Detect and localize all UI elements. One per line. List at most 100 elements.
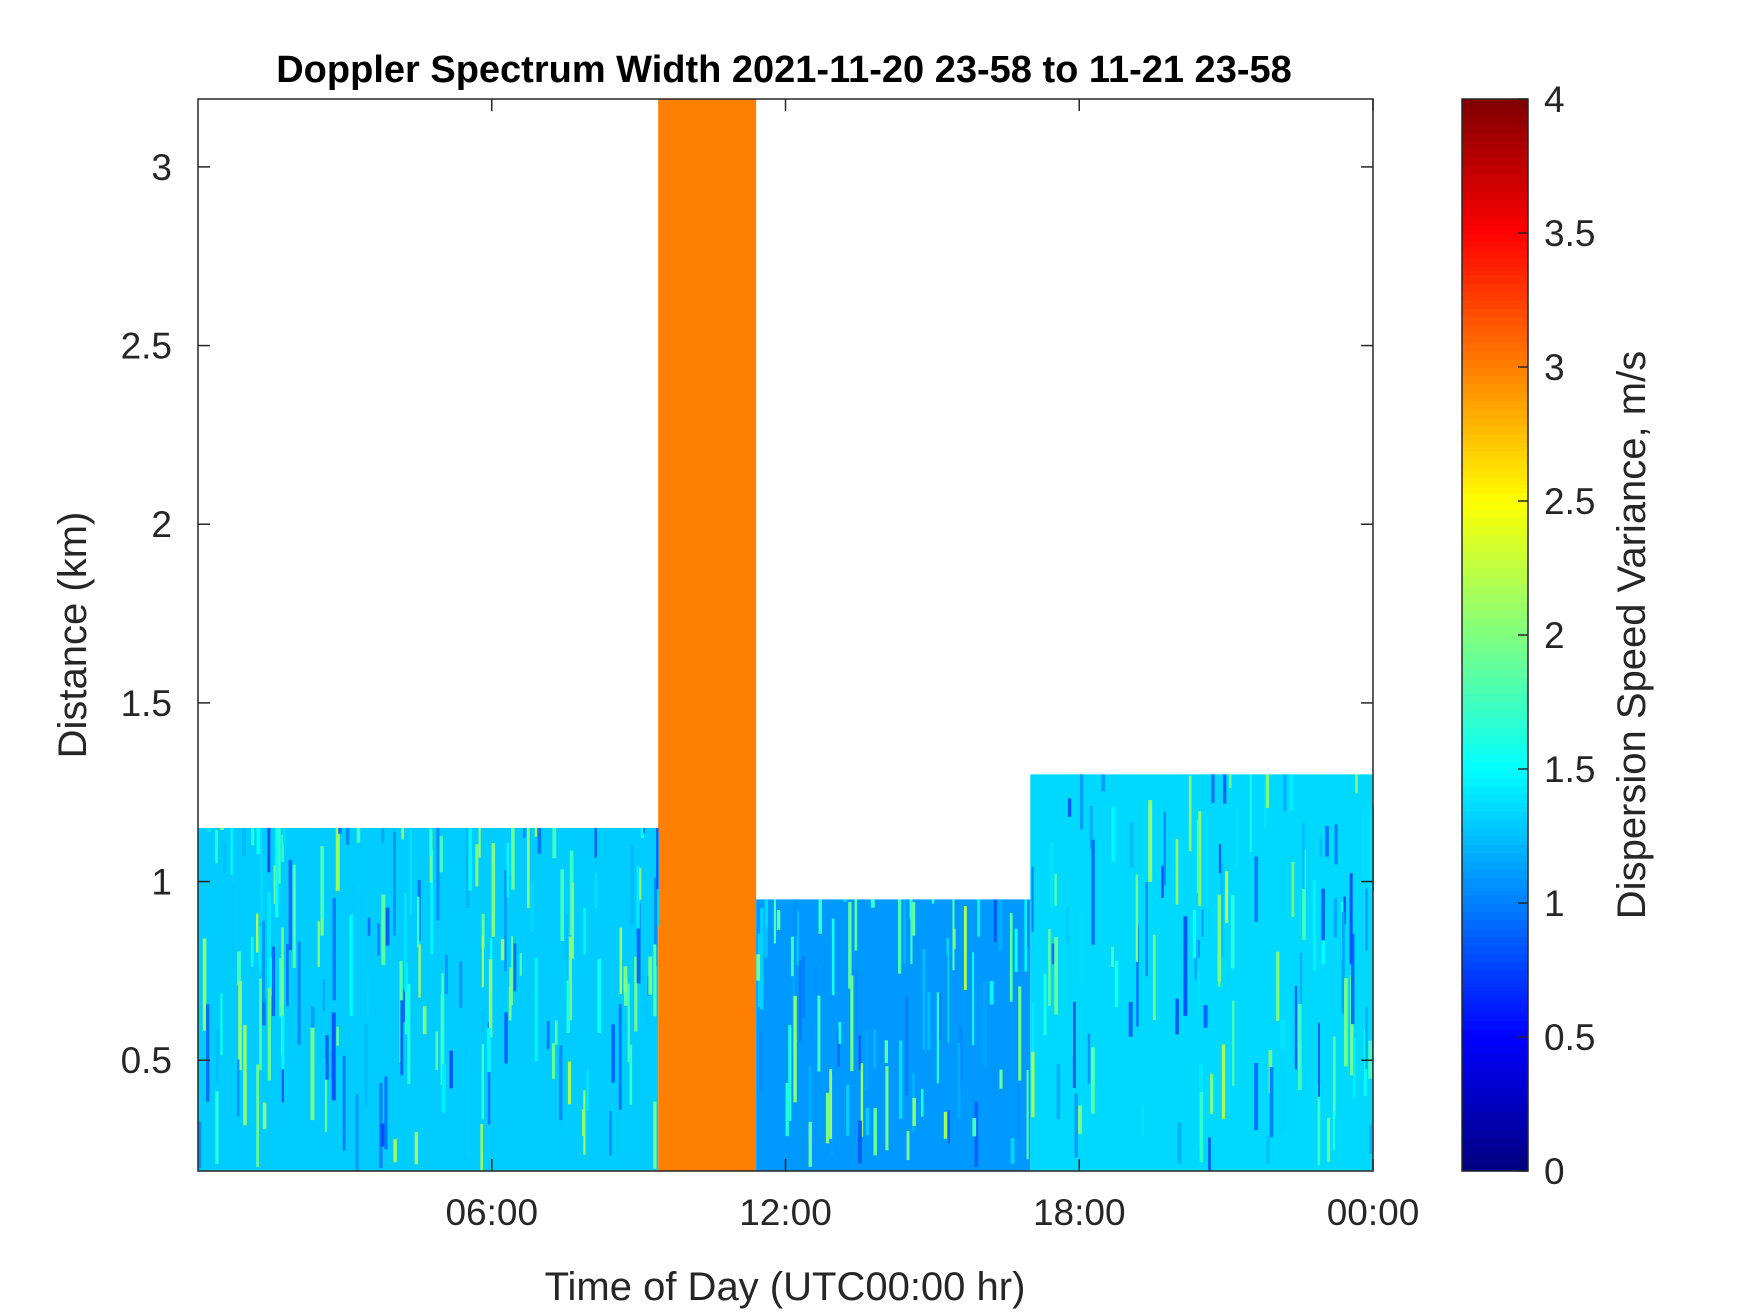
heat-cell bbox=[256, 827, 261, 855]
heat-cell bbox=[653, 1101, 657, 1169]
heat-cell bbox=[537, 827, 542, 854]
colorbar-segment bbox=[1462, 618, 1528, 628]
heat-cell bbox=[409, 829, 412, 915]
colorbar-segment bbox=[1462, 149, 1528, 159]
colorbar-segment bbox=[1462, 375, 1528, 385]
heat-cell bbox=[481, 1009, 485, 1032]
heat-region bbox=[198, 827, 659, 1171]
heat-cell bbox=[1114, 960, 1119, 1008]
heat-cell bbox=[400, 1000, 404, 1076]
heat-cell bbox=[292, 864, 296, 969]
colorbar-segment bbox=[1462, 568, 1528, 577]
heat-cell bbox=[441, 1063, 446, 1113]
heat-cell bbox=[508, 987, 512, 1021]
heat-cell bbox=[1201, 909, 1204, 937]
heat-cell bbox=[558, 1045, 563, 1121]
heat-cell bbox=[414, 1131, 418, 1165]
heat-cell bbox=[857, 1120, 862, 1164]
colorbar-segment bbox=[1462, 1145, 1528, 1155]
x-tick-label: 00:00 bbox=[1327, 1192, 1420, 1233]
heat-cell bbox=[808, 1065, 812, 1138]
heat-cell bbox=[259, 926, 262, 973]
heat-cell bbox=[1317, 1022, 1321, 1098]
heat-cell bbox=[324, 1058, 328, 1132]
heat-cell bbox=[478, 827, 481, 858]
heat-cell bbox=[1332, 1036, 1336, 1116]
colorbar-segment bbox=[1462, 668, 1528, 678]
heat-cell bbox=[393, 831, 396, 936]
heat-cell bbox=[1079, 774, 1084, 830]
colorbar-segment bbox=[1462, 593, 1528, 603]
heat-cell bbox=[931, 899, 935, 904]
colorbar-segment bbox=[1462, 760, 1528, 770]
heat-cell bbox=[491, 842, 496, 937]
colorbar-tick-label: 1 bbox=[1544, 883, 1565, 924]
heat-cell bbox=[860, 1063, 864, 1137]
colorbar-segment bbox=[1462, 534, 1528, 544]
colorbar-segment bbox=[1462, 1137, 1528, 1147]
heat-cell bbox=[220, 993, 223, 1056]
colorbar-segment bbox=[1462, 450, 1528, 460]
colorbar-segment bbox=[1462, 961, 1528, 971]
heat-cell bbox=[384, 1076, 388, 1150]
x-tick-label: 18:00 bbox=[1033, 1192, 1126, 1233]
colorbar-segment bbox=[1462, 769, 1528, 778]
heat-cell bbox=[422, 1006, 427, 1035]
heat-cell bbox=[808, 1121, 812, 1167]
heat-cell bbox=[1072, 1001, 1076, 1088]
colorbar-segment bbox=[1462, 986, 1528, 996]
heat-cell bbox=[1074, 1093, 1078, 1158]
colorbar-segment bbox=[1462, 157, 1528, 167]
heat-cell bbox=[1054, 873, 1057, 906]
colorbar-segment bbox=[1462, 844, 1528, 854]
colorbar-segment bbox=[1462, 1037, 1528, 1046]
colorbar-segment bbox=[1462, 886, 1528, 896]
heat-cell bbox=[1145, 882, 1148, 977]
heat-cell bbox=[435, 1031, 439, 1070]
chart-title: Doppler Spectrum Width 2021-11-20 23-58 … bbox=[276, 49, 1292, 91]
heat-cell bbox=[1283, 774, 1287, 811]
heat-cell bbox=[250, 936, 254, 967]
heat-cell bbox=[322, 979, 325, 1012]
heat-cell bbox=[530, 881, 534, 932]
heat-cell bbox=[325, 1035, 329, 1080]
heat-cell bbox=[1350, 974, 1354, 1076]
heat-cell bbox=[936, 992, 940, 1084]
heat-cell bbox=[1016, 1083, 1021, 1138]
colorbar-segment bbox=[1462, 501, 1528, 510]
heat-cell bbox=[349, 914, 353, 1016]
heat-cell bbox=[1225, 871, 1229, 923]
y-axis-ticks: 0.5 1 1.5 2 2.5 3 bbox=[121, 147, 1373, 1081]
heat-cell bbox=[230, 827, 234, 876]
heat-cell bbox=[527, 827, 530, 909]
colorbar-segment bbox=[1462, 685, 1528, 695]
heat-cell bbox=[1177, 1122, 1182, 1164]
heat-cell bbox=[998, 899, 1003, 951]
heat-cell bbox=[269, 957, 274, 996]
heat-cell bbox=[993, 899, 997, 942]
colorbar-tick-label: 2 bbox=[1544, 615, 1565, 656]
heat-cell bbox=[220, 827, 224, 830]
colorbar-segment bbox=[1462, 333, 1528, 343]
heat-cell bbox=[884, 1040, 888, 1064]
heat-cell bbox=[1302, 822, 1305, 889]
heat-cell bbox=[1368, 811, 1372, 890]
heat-cell bbox=[436, 827, 440, 921]
colorbar-segment bbox=[1462, 584, 1528, 594]
colorbar-segment bbox=[1462, 836, 1528, 845]
heat-cell bbox=[873, 1108, 877, 1156]
heat-cell bbox=[551, 1043, 555, 1080]
heat-cell bbox=[506, 843, 510, 898]
heat-cell bbox=[855, 970, 859, 1042]
heat-cell bbox=[1056, 1064, 1061, 1120]
heat-cell bbox=[903, 899, 906, 964]
colorbar-segment bbox=[1462, 819, 1528, 829]
heat-cell bbox=[798, 960, 802, 1042]
heat-cell bbox=[1050, 842, 1054, 909]
heat-cell bbox=[982, 981, 987, 1066]
heat-cell bbox=[1319, 836, 1323, 858]
heat-cell bbox=[336, 1026, 339, 1046]
heat-cell bbox=[1199, 1091, 1204, 1163]
heat-cell bbox=[1148, 800, 1153, 883]
